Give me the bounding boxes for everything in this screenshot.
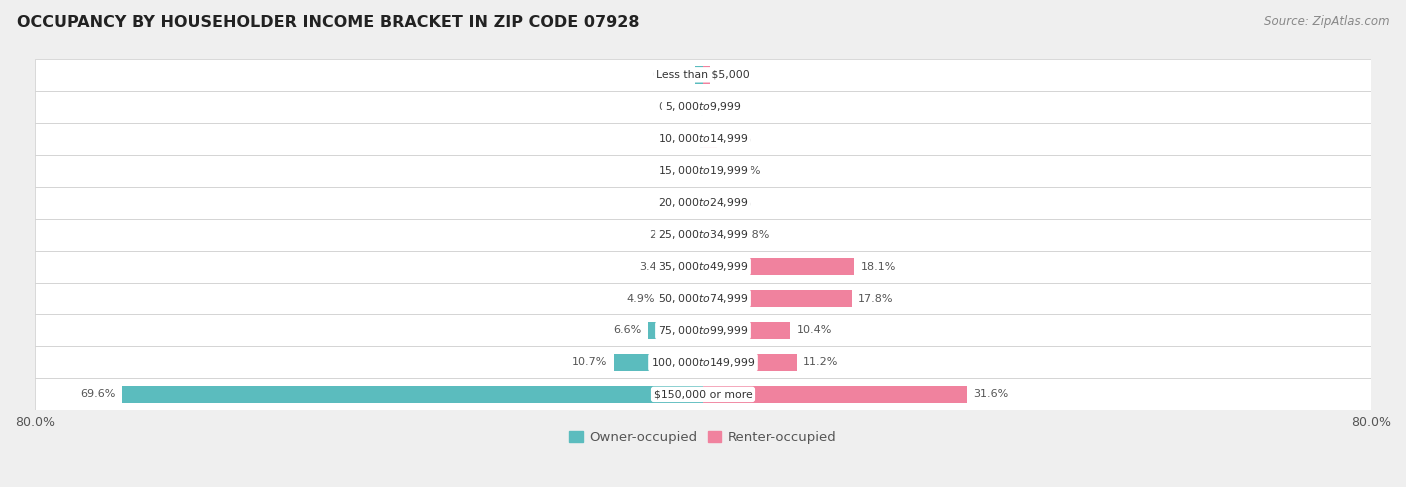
Text: 4.9%: 4.9% — [627, 294, 655, 303]
Text: $35,000 to $49,999: $35,000 to $49,999 — [658, 260, 748, 273]
Text: 18.1%: 18.1% — [860, 262, 896, 272]
Bar — [35, 91, 1371, 123]
Text: 69.6%: 69.6% — [80, 390, 115, 399]
Text: $25,000 to $34,999: $25,000 to $34,999 — [658, 228, 748, 241]
Bar — [35, 219, 1371, 251]
Bar — [648, 322, 703, 339]
Text: 1.7%: 1.7% — [724, 198, 752, 207]
Bar — [683, 226, 703, 244]
Bar — [675, 258, 703, 275]
Text: Source: ZipAtlas.com: Source: ZipAtlas.com — [1264, 15, 1389, 28]
Bar — [703, 322, 790, 339]
Bar — [703, 162, 725, 180]
Bar — [703, 258, 853, 275]
Text: $15,000 to $19,999: $15,000 to $19,999 — [658, 164, 748, 177]
Bar — [703, 226, 735, 244]
Bar — [35, 123, 1371, 155]
Text: $150,000 or more: $150,000 or more — [654, 390, 752, 399]
Text: 0.29%: 0.29% — [658, 102, 695, 112]
Text: 3.8%: 3.8% — [741, 229, 770, 240]
Bar — [613, 354, 703, 371]
Bar — [703, 290, 852, 307]
Text: $5,000 to $9,999: $5,000 to $9,999 — [665, 100, 741, 113]
Bar — [703, 194, 717, 211]
Text: 0.82%: 0.82% — [717, 70, 752, 80]
Text: OCCUPANCY BY HOUSEHOLDER INCOME BRACKET IN ZIP CODE 07928: OCCUPANCY BY HOUSEHOLDER INCOME BRACKET … — [17, 15, 640, 30]
Text: 0.32%: 0.32% — [658, 134, 693, 144]
Text: $10,000 to $14,999: $10,000 to $14,999 — [658, 132, 748, 145]
Bar — [700, 98, 703, 115]
Bar — [35, 346, 1371, 378]
Bar — [35, 59, 1371, 91]
Bar — [35, 282, 1371, 315]
Text: 3.4%: 3.4% — [640, 262, 668, 272]
Bar — [122, 386, 703, 403]
Text: $50,000 to $74,999: $50,000 to $74,999 — [658, 292, 748, 305]
Legend: Owner-occupied, Renter-occupied: Owner-occupied, Renter-occupied — [564, 426, 842, 450]
Text: $75,000 to $99,999: $75,000 to $99,999 — [658, 324, 748, 337]
Text: 0.0%: 0.0% — [710, 102, 738, 112]
Text: 0.32%: 0.32% — [658, 198, 693, 207]
Bar — [35, 378, 1371, 411]
Text: $100,000 to $149,999: $100,000 to $149,999 — [651, 356, 755, 369]
Text: 1.7%: 1.7% — [724, 134, 752, 144]
Bar — [703, 354, 797, 371]
Bar — [703, 386, 967, 403]
Text: 0.63%: 0.63% — [655, 166, 692, 176]
Bar — [703, 66, 710, 84]
Bar — [697, 162, 703, 180]
Bar — [695, 66, 703, 84]
Bar — [700, 130, 703, 148]
Text: $20,000 to $24,999: $20,000 to $24,999 — [658, 196, 748, 209]
Text: 10.4%: 10.4% — [797, 325, 832, 336]
Text: 10.7%: 10.7% — [572, 357, 607, 367]
Text: 17.8%: 17.8% — [858, 294, 894, 303]
Bar — [35, 187, 1371, 219]
Bar — [703, 130, 717, 148]
Bar — [662, 290, 703, 307]
Bar — [700, 194, 703, 211]
Text: 6.6%: 6.6% — [613, 325, 641, 336]
Text: 31.6%: 31.6% — [973, 390, 1008, 399]
Text: 0.99%: 0.99% — [652, 70, 688, 80]
Text: Less than $5,000: Less than $5,000 — [657, 70, 749, 80]
Text: 2.3%: 2.3% — [648, 229, 678, 240]
Text: 2.7%: 2.7% — [733, 166, 761, 176]
Bar — [35, 155, 1371, 187]
Bar — [35, 315, 1371, 346]
Bar — [35, 251, 1371, 282]
Text: 11.2%: 11.2% — [803, 357, 838, 367]
